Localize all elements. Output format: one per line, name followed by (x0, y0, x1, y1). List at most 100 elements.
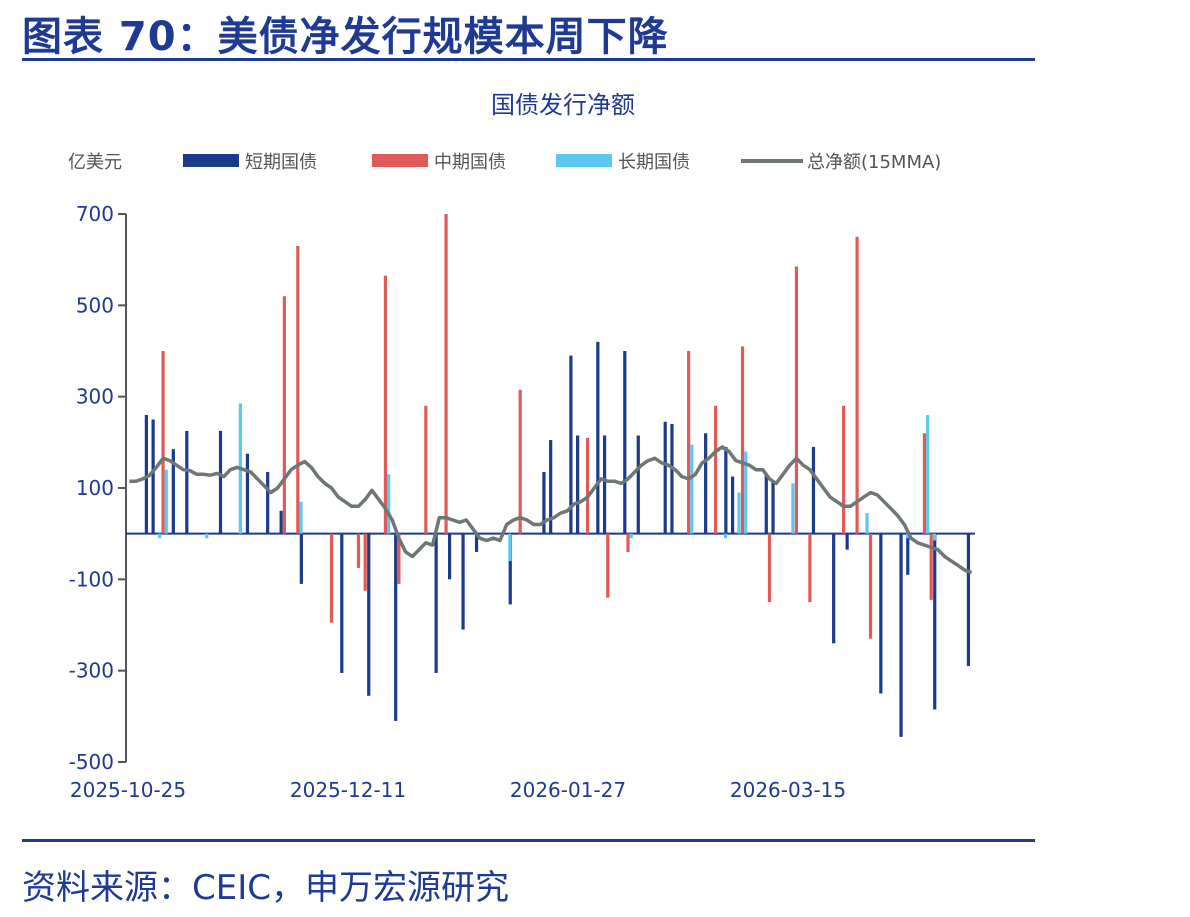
x-tick-label: 2026-01-27 (510, 778, 626, 802)
bar-long (690, 444, 694, 534)
source-note: 资料来源：CEIC，申万宏源研究 (22, 868, 509, 908)
bar-medium (842, 405, 846, 534)
bar-medium (383, 275, 388, 534)
legend-swatch-medium (372, 154, 428, 167)
top-rule (22, 58, 1035, 61)
legend-label: 短期国债 (245, 152, 317, 173)
bar-long (508, 533, 512, 562)
bar-medium (929, 533, 933, 600)
bar-medium (282, 296, 286, 534)
bar-short (832, 533, 836, 644)
bar-short (394, 533, 398, 721)
bar-short (549, 440, 553, 534)
bar-short (279, 510, 283, 534)
bar-short (811, 446, 816, 534)
bar-short (367, 533, 371, 696)
legend-label: 总净额(15MMA) (807, 152, 941, 173)
x-tick-label: 2025-12-11 (290, 778, 406, 802)
bar-medium (767, 533, 772, 603)
y-tick-label: -300 (69, 659, 114, 683)
bar-medium (922, 433, 927, 534)
bar-short (245, 453, 250, 534)
bar-short (340, 533, 344, 673)
bar-medium (397, 533, 401, 584)
y-axis-unit-label: 亿美元 (68, 152, 122, 173)
bar-short (542, 472, 546, 534)
bar-short (434, 533, 438, 673)
legend-swatch-long (556, 154, 612, 167)
bar-long (791, 483, 795, 534)
bar-medium (794, 266, 799, 534)
bottom-rule (22, 839, 1035, 842)
bar-long (164, 469, 168, 534)
y-tick-label: 700 (76, 202, 114, 226)
y-tick-label: -100 (69, 567, 114, 591)
bar-medium (740, 346, 745, 534)
bar-short (663, 421, 667, 534)
bar-short (461, 533, 465, 630)
bar-medium (808, 533, 812, 603)
y-tick-label: 300 (76, 385, 114, 409)
bar-medium (855, 236, 859, 534)
ma-line-group (129, 445, 973, 575)
bars-group (144, 214, 971, 737)
bar-short (845, 533, 849, 550)
bar-long (932, 533, 937, 541)
bar-short (623, 351, 627, 534)
legend-label: 长期国债 (618, 152, 690, 173)
bar-short (474, 533, 479, 552)
bar-long (905, 533, 910, 539)
bar-short (151, 419, 155, 534)
bar-short (906, 533, 910, 575)
bar-short (299, 533, 303, 584)
bar-medium (329, 533, 334, 623)
y-tick-label: 100 (76, 476, 114, 500)
x-axis: 2025-10-25 2025-12-11 2026-01-27 2026-03-15 (70, 532, 975, 802)
bar-medium (585, 437, 590, 534)
bar-short (266, 472, 270, 534)
ma-line (129, 445, 973, 575)
bar-short (596, 341, 600, 534)
bar-long (299, 501, 303, 534)
bar-long (387, 474, 391, 534)
bar-short (636, 435, 640, 534)
bar-short (576, 435, 580, 534)
bar-short (899, 533, 903, 737)
bar-short (933, 533, 937, 710)
x-tick-label: 2025-10-25 (70, 778, 186, 802)
bar-short (764, 474, 768, 534)
bar-short (218, 430, 223, 534)
bar-short (171, 449, 175, 534)
bar-short (704, 433, 708, 534)
bar-medium (444, 214, 448, 534)
bar-medium (687, 351, 691, 534)
bar-short (966, 533, 971, 667)
bar-long (723, 533, 728, 539)
legend-label: 中期国债 (434, 152, 506, 173)
bar-long (737, 492, 741, 534)
bar-medium (626, 533, 630, 552)
bar-short (185, 430, 189, 534)
bar-medium (606, 533, 610, 598)
bar-short (879, 533, 883, 694)
x-tick-label: 2026-03-15 (730, 778, 846, 802)
bar-long (205, 533, 209, 539)
bar-short (508, 533, 512, 605)
bar-short (771, 481, 775, 534)
bar-short (602, 435, 607, 534)
y-tick-label: 500 (76, 293, 114, 317)
bar-long (629, 533, 633, 539)
bar-short (447, 533, 452, 580)
y-tick-label: -500 (69, 750, 114, 774)
bar-medium (356, 533, 361, 568)
bar-long (926, 414, 930, 534)
bar-medium (161, 351, 165, 534)
bar-short (670, 424, 674, 534)
bar-medium (296, 245, 300, 534)
bar-short (569, 355, 573, 534)
legend-swatch-short (183, 154, 239, 167)
figure-title: 图表 70：美债净发行规模本周下降 (22, 14, 669, 60)
bar-long (865, 513, 869, 534)
legend: 短期国债 中期国债 长期国债 总净额(15MMA) (183, 152, 941, 173)
